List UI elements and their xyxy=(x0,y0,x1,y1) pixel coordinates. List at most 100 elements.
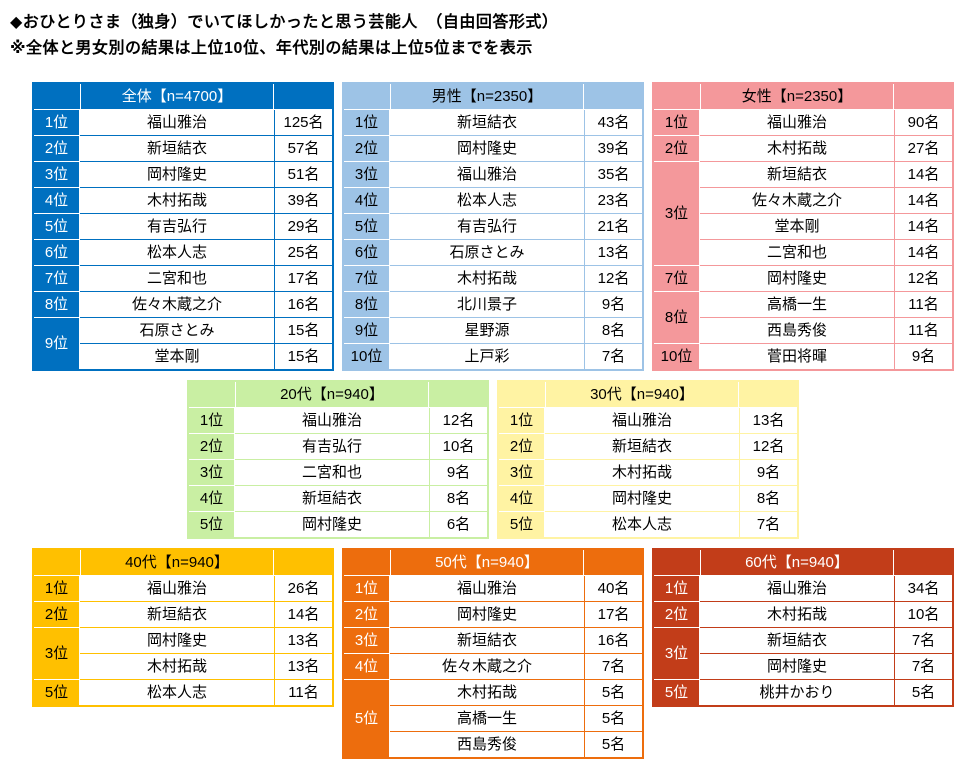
celebrity-name-cell: 石原さとみ xyxy=(80,318,274,344)
table-row: 9位 石原さとみ 15名 xyxy=(34,318,332,369)
table-row: 2位 岡村隆史 39名 xyxy=(344,136,642,162)
celebrity-name-cell: 有吉弘行 xyxy=(235,434,429,460)
ranking-table-40s: 40代【n=940】 1位 福山雅治 26名 2位 新垣結衣 14名 3位 岡村隆史 13名 木村拓… xyxy=(32,548,334,707)
count-cell: 23名 xyxy=(584,188,642,214)
table-header-row: 男性【n=2350】 xyxy=(344,84,642,110)
celebrity-name-cell: 福山雅治 xyxy=(80,576,274,602)
count-cell: 51名 xyxy=(274,162,332,188)
count-cell: 13名 xyxy=(739,408,797,434)
table-row: 佐々木蔵之介 14名 xyxy=(654,188,952,214)
table-row: 1位 福山雅治 90名 xyxy=(654,110,952,136)
table-row: 堂本剛 15名 xyxy=(34,344,332,369)
rank-cell: 7位 xyxy=(344,266,390,292)
rank-cell: 5位 xyxy=(344,680,390,757)
celebrity-name-cell: 佐々木蔵之介 xyxy=(80,292,274,318)
table-header-row: 50代【n=940】 xyxy=(344,550,642,576)
count-cell: 34名 xyxy=(894,576,952,602)
page-title: ◆おひとりさま（独身）でいてほしかったと思う芸能人 （自由回答形式） xyxy=(10,14,559,31)
ranking-table: 30代【n=940】 1位 福山雅治 13名 2位 新垣結衣 12名 3位 木村拓哉 9名 4位 岡村… xyxy=(497,380,799,539)
celebrity-name-cell: 木村拓哉 xyxy=(700,602,894,628)
rank-cell: 4位 xyxy=(344,654,390,680)
header-rank-spacer xyxy=(34,84,80,110)
rank-cell: 5位 xyxy=(34,214,80,240)
header-count-spacer xyxy=(739,382,797,408)
count-cell: 7名 xyxy=(584,654,642,680)
rank-cell: 4位 xyxy=(344,188,390,214)
header-rank-spacer xyxy=(654,550,700,576)
count-cell: 29名 xyxy=(274,214,332,240)
count-cell: 14名 xyxy=(894,214,952,240)
celebrity-name-cell: 新垣結衣 xyxy=(545,434,739,460)
ranking-table: 20代【n=940】 1位 福山雅治 12名 2位 有吉弘行 10名 3位 二宮和也 9名 4位 新垣… xyxy=(187,380,489,539)
table-row: 1位 福山雅治 125名 xyxy=(34,110,332,136)
table-header-row: 40代【n=940】 xyxy=(34,550,332,576)
table-row: 5位 桃井かおり 5名 xyxy=(654,680,952,705)
count-cell: 15名 xyxy=(274,318,332,344)
ranking-table-female: 女性【n=2350】 1位 福山雅治 90名 2位 木村拓哉 27名 3位 新垣結衣 14名 佐々木… xyxy=(652,82,954,371)
rank-cell: 9位 xyxy=(344,318,390,344)
rank-cell: 2位 xyxy=(344,602,390,628)
rank-cell: 3位 xyxy=(344,628,390,654)
celebrity-name-cell: 有吉弘行 xyxy=(390,214,584,240)
count-cell: 8名 xyxy=(584,318,642,344)
table-row: 8位 北川景子 9名 xyxy=(344,292,642,318)
table-row: 5位 木村拓哉 5名 xyxy=(344,680,642,757)
table-row: 10位 菅田将暉 9名 xyxy=(654,344,952,369)
celebrity-name-cell: 新垣結衣 xyxy=(235,486,429,512)
count-cell: 14名 xyxy=(274,602,332,628)
rank-cell: 1位 xyxy=(189,408,235,434)
count-cell: 6名 xyxy=(429,512,487,537)
rank-cell: 6位 xyxy=(34,240,80,266)
celebrity-name-cell: 福山雅治 xyxy=(700,576,894,602)
rank-cell: 4位 xyxy=(499,486,545,512)
table-row: 西島秀俊 11名 xyxy=(654,318,952,344)
count-cell: 12名 xyxy=(429,408,487,434)
table-row: 8位 佐々木蔵之介 16名 xyxy=(34,292,332,318)
header-count-spacer xyxy=(894,550,952,576)
rank-cell: 2位 xyxy=(189,434,235,460)
table-row: 2位 有吉弘行 10名 xyxy=(189,434,487,460)
table-title: 女性【n=2350】 xyxy=(700,84,894,110)
rank-cell: 2位 xyxy=(344,136,390,162)
rank-cell: 3位 xyxy=(34,162,80,188)
count-cell: 10名 xyxy=(894,602,952,628)
celebrity-name-cell: 木村拓哉 xyxy=(700,136,894,162)
rank-cell: 3位 xyxy=(34,628,80,680)
rank-cell: 10位 xyxy=(654,344,700,369)
table-row: 西島秀俊 5名 xyxy=(344,732,642,757)
count-cell: 21名 xyxy=(584,214,642,240)
rank-cell: 3位 xyxy=(654,162,700,266)
count-cell: 14名 xyxy=(894,162,952,188)
count-cell: 9名 xyxy=(894,344,952,369)
table-title: 60代【n=940】 xyxy=(700,550,894,576)
ranking-table: 全体【n=4700】 1位 福山雅治 125名 2位 新垣結衣 57名 3位 岡村隆史 51名 4位… xyxy=(32,82,334,371)
count-cell: 11名 xyxy=(894,318,952,344)
celebrity-name-cell: 岡村隆史 xyxy=(235,512,429,537)
table-row: 2位 岡村隆史 17名 xyxy=(344,602,642,628)
table-row: 5位 有吉弘行 29名 xyxy=(34,214,332,240)
table-row: 3位 岡村隆史 51名 xyxy=(34,162,332,188)
rank-cell: 9位 xyxy=(34,318,80,369)
header-count-spacer xyxy=(429,382,487,408)
header-rank-spacer xyxy=(344,550,390,576)
count-cell: 57名 xyxy=(274,136,332,162)
table-row: 7位 木村拓哉 12名 xyxy=(344,266,642,292)
celebrity-name-cell: 木村拓哉 xyxy=(545,460,739,486)
celebrity-name-cell: 新垣結衣 xyxy=(700,628,894,654)
rank-cell: 1位 xyxy=(34,110,80,136)
ranking-table-male: 男性【n=2350】 1位 新垣結衣 43名 2位 岡村隆史 39名 3位 福山雅治 35名 4位松… xyxy=(342,82,644,371)
table-row: 3位 二宮和也 9名 xyxy=(189,460,487,486)
celebrity-name-cell: 岡村隆史 xyxy=(390,136,584,162)
table-row: 3位 新垣結衣 7名 xyxy=(654,628,952,680)
count-cell: 11名 xyxy=(274,680,332,705)
table-row: 7位 岡村隆史 12名 xyxy=(654,266,952,292)
count-cell: 11名 xyxy=(894,292,952,318)
rank-cell: 5位 xyxy=(34,680,80,705)
table-title: 50代【n=940】 xyxy=(390,550,584,576)
count-cell: 39名 xyxy=(274,188,332,214)
count-cell: 10名 xyxy=(429,434,487,460)
table-row: 高橋一生 5名 xyxy=(344,706,642,732)
count-cell: 14名 xyxy=(894,188,952,214)
count-cell: 40名 xyxy=(584,576,642,602)
count-cell: 5名 xyxy=(584,732,642,757)
